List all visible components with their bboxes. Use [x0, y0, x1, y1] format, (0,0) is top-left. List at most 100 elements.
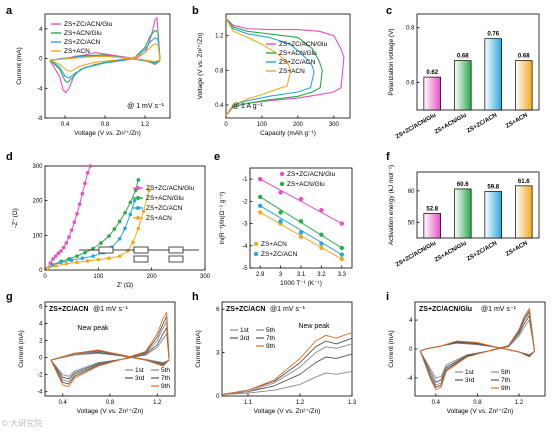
data-point [131, 240, 135, 245]
series-line-zs-acn-glu [49, 29, 161, 83]
data-point [319, 208, 324, 213]
data-point [278, 190, 283, 195]
x-tick-label: 3.2 [317, 272, 326, 278]
data-point [67, 235, 71, 239]
x-axis-label: Z' (Ω) [117, 282, 133, 289]
y-tick-label: 100 [32, 233, 43, 239]
data-point [298, 234, 304, 240]
data-point [339, 256, 344, 262]
data-point [339, 245, 344, 251]
data-point [319, 245, 324, 251]
y-tick-label: -1 [242, 177, 248, 183]
legend-label: ZS+ACN [261, 241, 287, 248]
panel-label: h [192, 291, 199, 303]
plot-frame [225, 13, 351, 119]
data-point [51, 257, 55, 261]
cpe-icon [133, 255, 149, 263]
data-point [298, 230, 304, 235]
legend-marker [136, 196, 140, 200]
data-point [278, 219, 283, 224]
y-tick-label: 60 [408, 189, 415, 195]
legend-marker [279, 181, 285, 187]
data-point [278, 210, 283, 215]
data-point [128, 212, 133, 217]
data-point [67, 257, 71, 261]
x-tick-label: 1.2 [296, 400, 305, 406]
data-point [147, 188, 151, 193]
y-tick-label: -3 [242, 222, 248, 228]
series-line-7th [50, 316, 170, 385]
bar-value-label: 61.6 [518, 179, 530, 185]
data-point [258, 176, 263, 182]
new-peak-callout: New peak [77, 325, 109, 332]
series-line-1st [419, 319, 536, 379]
legend-marker [279, 171, 285, 177]
cpe-icon [168, 255, 184, 263]
data-point [258, 194, 263, 200]
bar-zs-zc-acn [484, 38, 502, 111]
category-label: ZS+ACN/Glu [434, 112, 468, 135]
chart-h: 1.1 1.2 1.3 0 3 6 Voltage (V vs. Zn²⁺/Zn) Curre… [195, 301, 357, 415]
x-axis-label: 1000 T⁻¹ (K⁻¹) [280, 280, 322, 287]
panel-c: c [386, 5, 392, 17]
x-tick-label: 300 [329, 122, 340, 128]
y-tick-label: 3 [216, 351, 220, 357]
fit-line [259, 205, 343, 256]
bar-zs-zc-acn-glu [423, 76, 441, 111]
x-axis-label: Voltage (V vs. Zn²⁺/Zn) [77, 408, 144, 415]
resistor-icon [168, 246, 184, 254]
y-tick-label: -8 [37, 116, 43, 122]
panel-label: e [214, 151, 220, 163]
chart-b: 0 100 200 300 0.4 0.8 1.2 Capacity (mAh g⁻¹) Vol… [197, 13, 351, 137]
y-tick-label: 200 [32, 199, 43, 205]
data-point [45, 266, 50, 271]
data-point [107, 256, 111, 261]
data-point [258, 210, 263, 215]
annotation: @ 1 A g⁻¹ [232, 103, 263, 110]
y-tick-label: 4 [409, 318, 413, 324]
y-axis-label: ln(R⁻¹)/ln(Ω⁻¹ g⁻¹) [219, 192, 226, 244]
data-point [56, 251, 61, 256]
legend-marker [136, 216, 140, 220]
cycle-label: 5th [161, 367, 170, 374]
y-axis-label: -Z'' (Ω) [12, 208, 19, 228]
y-axis-label: Activation energy (kJ mol⁻¹) [388, 165, 395, 245]
y-tick-label: 0.6 [406, 81, 415, 87]
category-label: ZS+ACN/Glu [434, 240, 468, 263]
data-point [339, 252, 344, 257]
cycle-label: 3rd [240, 335, 250, 342]
panel-h: h [192, 291, 199, 303]
legend-label: ZS+ZC/ACN [279, 59, 316, 66]
series-line-5th [419, 312, 536, 386]
data-point [77, 202, 82, 206]
series-line-7th [221, 337, 353, 396]
y-tick-label: 300 [32, 164, 43, 170]
data-point [117, 237, 122, 241]
data-point [117, 254, 122, 258]
y-tick-label: 2 [39, 338, 43, 344]
data-point [141, 209, 146, 213]
panel-i: i [386, 291, 389, 303]
series-line-9th [221, 331, 353, 396]
x-axis-label: Voltage (V vs. Zn²⁺/Zn) [447, 408, 514, 415]
panel-label: i [386, 291, 389, 303]
data-point [59, 260, 63, 265]
x-tick-label: 0.8 [106, 400, 115, 406]
category-label: ZS+ZC/ACN/Glu [395, 240, 438, 268]
new-peak-callout: New peak [298, 323, 330, 330]
y-tick-label: 0.4 [215, 103, 224, 109]
x-axis-label: Voltage (V vs. Zn²⁺/Zn) [74, 130, 141, 137]
data-point [258, 203, 263, 208]
cycle-label: 7th [501, 377, 510, 384]
y-tick-label: 0 [39, 356, 43, 362]
data-point [91, 246, 95, 251]
chart-title: ZS+ZC/ACN/Glu [419, 306, 472, 313]
x-tick-label: 1.2 [153, 400, 162, 406]
x-tick-label: 0 [43, 274, 47, 280]
data-point [107, 234, 111, 238]
data-point [61, 245, 66, 250]
y-tick-label: 6 [216, 307, 220, 313]
cycle-label: 9th [501, 385, 510, 392]
data-point [123, 226, 127, 231]
legend-marker [136, 206, 140, 210]
